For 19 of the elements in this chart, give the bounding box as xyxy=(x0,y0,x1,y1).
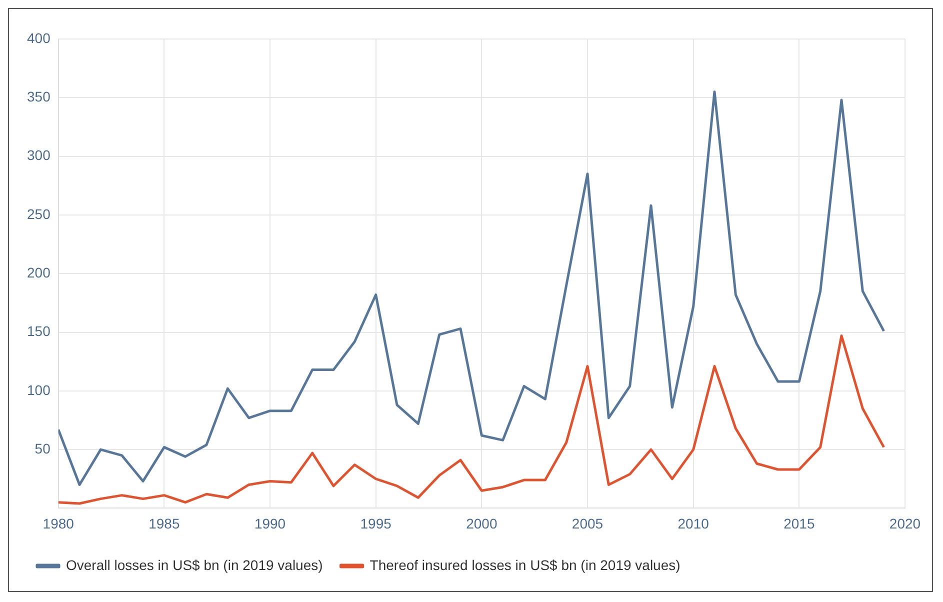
x-tick-label: 2010 xyxy=(678,515,710,532)
x-tick-label: 2015 xyxy=(784,515,815,532)
x-tick-label: 2005 xyxy=(572,515,604,532)
y-tick-label: 50 xyxy=(34,440,51,456)
x-tick-label: 1980 xyxy=(42,515,74,532)
x-tick-label: 2000 xyxy=(466,515,498,532)
y-tick-label: 100 xyxy=(27,382,51,398)
y-tick-label: 200 xyxy=(27,264,51,280)
y-tick-label: 400 xyxy=(27,30,51,46)
y-tick-label: 250 xyxy=(27,206,51,222)
x-tick-label: 1985 xyxy=(148,515,180,532)
x-tick-label: 1995 xyxy=(360,515,392,532)
y-tick-label: 300 xyxy=(27,147,51,164)
legend-label: Overall losses in US$ bn (in 2019 values) xyxy=(66,556,323,573)
y-tick-label: 350 xyxy=(27,88,51,105)
x-tick-label: 1990 xyxy=(254,515,286,532)
legend-label: Thereof insured losses in US$ bn (in 2019 values) xyxy=(370,556,680,573)
y-tick-label: 150 xyxy=(27,323,51,340)
x-tick-label: 2020 xyxy=(889,515,921,532)
